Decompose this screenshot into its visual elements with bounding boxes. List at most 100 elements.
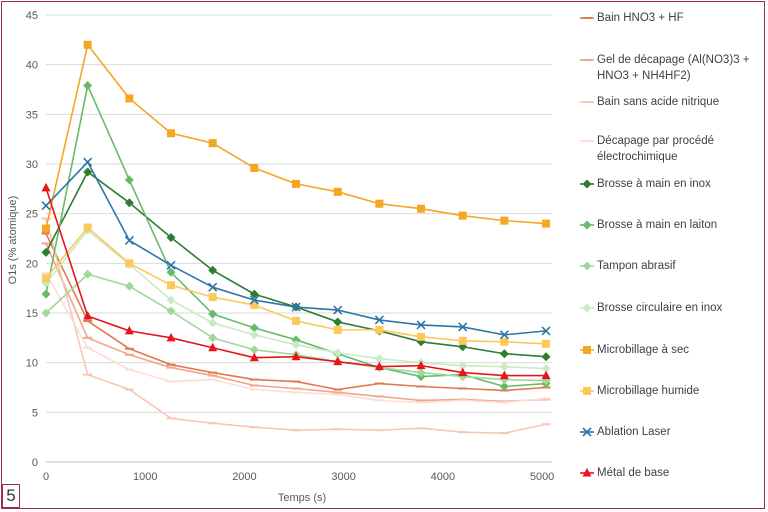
data-point	[333, 356, 343, 366]
legend-label: Bain sans acide nitrique	[597, 96, 720, 108]
legend-item: Métal de base	[580, 465, 765, 481]
data-point	[124, 235, 134, 246]
data-point	[249, 323, 259, 333]
legend-swatch	[580, 387, 594, 395]
data-point	[249, 352, 259, 362]
data-point	[374, 354, 384, 364]
legend-label: Gel de décapage (Al(NO3)3 + HNO3 + NH4HF…	[597, 54, 750, 82]
data-point	[42, 224, 50, 233]
data-point	[541, 364, 551, 374]
data-point	[83, 310, 93, 320]
legend-label: Brosse à main en inox	[597, 178, 711, 190]
data-point	[499, 330, 509, 340]
data-point	[458, 367, 468, 377]
y-tick-label: 30	[26, 159, 38, 171]
legend-swatch	[580, 220, 594, 230]
data-point	[124, 198, 134, 208]
data-point	[125, 94, 134, 103]
data-point	[124, 175, 134, 185]
data-point	[41, 308, 51, 318]
legend-item: Bain HNO3 + HF	[580, 10, 765, 26]
data-point	[333, 325, 342, 334]
y-tick-label: 45	[26, 10, 38, 22]
data-point	[208, 265, 218, 275]
data-point	[250, 163, 259, 172]
data-point	[208, 318, 218, 328]
series-11	[41, 182, 551, 380]
legend-item: Ablation Laser	[580, 424, 765, 440]
data-point	[166, 295, 176, 305]
data-point	[417, 332, 426, 341]
data-point	[458, 336, 467, 345]
data-point	[416, 360, 426, 370]
legend-swatch	[580, 101, 594, 103]
data-point	[83, 167, 93, 177]
data-point	[375, 325, 384, 334]
data-point	[208, 342, 218, 352]
data-point	[458, 361, 468, 371]
legend-item: Brosse à main en laiton	[580, 217, 765, 233]
data-point	[208, 293, 217, 302]
data-point	[291, 302, 301, 312]
data-point	[499, 349, 509, 359]
data-point	[41, 201, 51, 211]
legend-label: Microbillage à sec	[597, 344, 690, 356]
data-point	[499, 370, 509, 380]
x-tick-label: 0	[43, 471, 49, 483]
legend-item: Microbillage à sec	[580, 342, 765, 358]
data-point	[83, 223, 92, 232]
data-point	[542, 219, 551, 228]
data-point	[458, 322, 468, 332]
x-tick-label: 3000	[331, 471, 355, 483]
data-point	[291, 340, 301, 350]
data-point	[375, 199, 384, 208]
legend-item: Gel de décapage (Al(NO3)3 + HNO3 + NH4HF…	[580, 52, 765, 84]
data-point	[124, 281, 134, 291]
data-point	[208, 309, 218, 319]
series-lines	[41, 40, 551, 435]
y-axis-title: O1s (% atomique)	[7, 196, 19, 285]
series-line	[45, 226, 547, 345]
y-tick-label: 40	[26, 60, 38, 72]
legend-swatch	[580, 261, 594, 271]
data-point	[125, 259, 134, 268]
legend-label: Bain HNO3 + HF	[597, 12, 684, 24]
data-point	[208, 282, 218, 292]
data-point	[416, 368, 426, 378]
data-point	[166, 267, 176, 277]
gridlines	[46, 14, 552, 463]
legend-swatch	[580, 427, 594, 437]
data-point	[458, 211, 467, 220]
legend-label: Décapage par procédé électrochimique	[597, 135, 714, 163]
data-point	[292, 179, 301, 188]
y-tick-label: 5	[32, 407, 38, 419]
data-point	[249, 330, 259, 340]
data-point	[333, 305, 343, 315]
legend-item: Bain sans acide nitrique	[580, 94, 765, 110]
data-point	[208, 333, 218, 343]
series-8	[42, 40, 551, 233]
data-point	[500, 337, 509, 346]
y-tick-labels: 0 5 10 15 20 25 30 35 40 45	[26, 10, 38, 469]
legend-label: Ablation Laser	[597, 426, 671, 438]
legend-swatch	[580, 140, 594, 142]
data-point	[541, 352, 551, 362]
data-point	[249, 295, 259, 305]
data-point	[333, 317, 343, 327]
y-tick-label: 20	[26, 258, 38, 270]
x-tick-label: 1000	[133, 471, 157, 483]
data-point	[541, 370, 551, 380]
legend-label: Brosse circulaire en inox	[597, 302, 723, 314]
data-point	[83, 81, 93, 91]
x-axis-title: Temps (s)	[278, 492, 326, 504]
data-point	[83, 269, 93, 279]
data-point	[249, 289, 259, 299]
data-point	[166, 306, 176, 316]
data-point	[333, 348, 343, 358]
legend-swatch	[580, 468, 594, 477]
legend-item: Tampon abrasif	[580, 258, 765, 274]
legend-item: Brosse circulaire en inox	[580, 300, 765, 316]
y-tick-label: 25	[26, 209, 38, 221]
y-tick-label: 0	[32, 457, 38, 469]
